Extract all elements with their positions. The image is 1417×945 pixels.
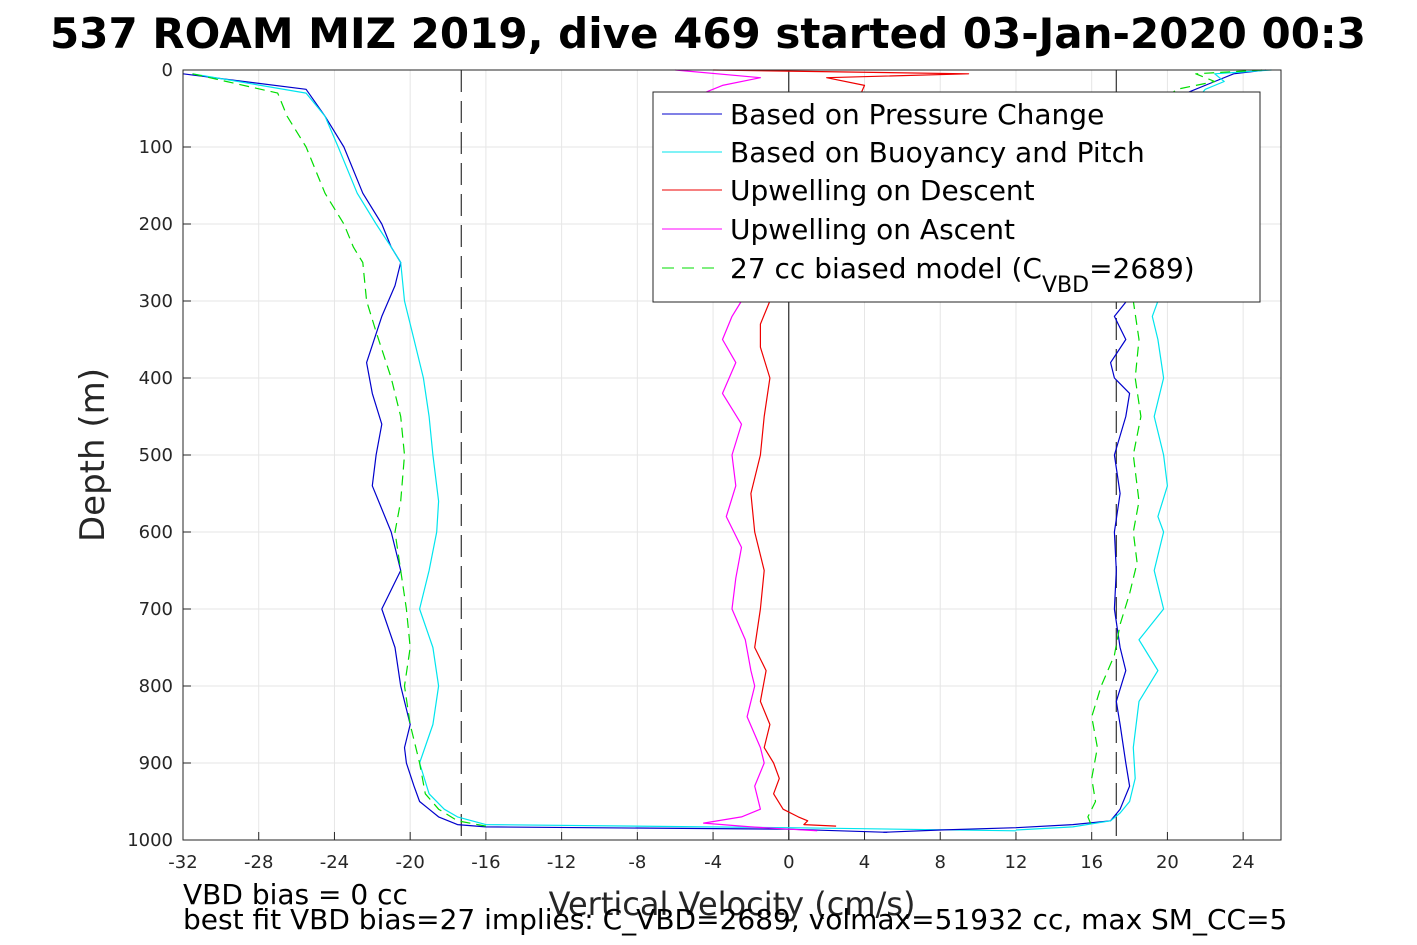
- legend-label-ascent: Upwelling on Ascent: [730, 213, 1015, 246]
- series-line-0: [182, 73, 888, 833]
- y-tick-label: 400: [139, 368, 173, 389]
- x-tick-label: -4: [704, 852, 722, 873]
- legend-label-model: 27 cc biased model (CVBD=2689): [730, 252, 1195, 298]
- footnote-best-fit: best fit VBD bias=27 implies: C_VBD=2689…: [183, 903, 1287, 936]
- series-line-2: [192, 73, 487, 827]
- y-tick-label: 900: [139, 753, 173, 774]
- x-tick-label: -20: [395, 852, 424, 873]
- chart-title: 537 ROAM MIZ 2019, dive 469 started 03-J…: [50, 9, 1366, 58]
- legend-label-model-suffix: =2689): [1089, 252, 1195, 285]
- y-tick-label: 500: [139, 445, 173, 466]
- y-tick-label: 1000: [127, 830, 173, 851]
- x-tick-label: 16: [1080, 852, 1103, 873]
- footnote-vbd-bias: VBD bias = 0 cc: [183, 878, 408, 911]
- x-tick-label: 0: [783, 852, 794, 873]
- x-axis-ticks: -32 -28 -24 -20 -16 -12 -8 -4 0 4 8 12 16 20 24: [168, 832, 1255, 873]
- y-tick-label: 100: [139, 137, 173, 158]
- y-tick-label: 800: [139, 676, 173, 697]
- y-tick-label: 600: [139, 522, 173, 543]
- x-tick-label: 4: [859, 852, 870, 873]
- x-tick-label: -12: [547, 852, 576, 873]
- x-tick-label: -16: [471, 852, 500, 873]
- series-line-1: [192, 73, 1017, 832]
- legend-label-model-prefix: 27 cc biased model (C: [730, 252, 1042, 285]
- legend-box: [652, 91, 1261, 303]
- x-tick-label: 12: [1005, 852, 1028, 873]
- legend-label-descent: Upwelling on Descent: [730, 174, 1035, 207]
- x-tick-label: 24: [1232, 852, 1255, 873]
- x-tick-label: -24: [320, 852, 349, 873]
- series-line-7: [675, 69, 818, 832]
- x-tick-label: -28: [244, 852, 273, 873]
- legend-label-buoyancy: Based on Buoyancy and Pitch: [730, 136, 1145, 169]
- x-tick-label: -32: [168, 852, 197, 873]
- legend-label-pressure: Based on Pressure Change: [730, 98, 1104, 131]
- x-axis-label: Vertical Velocity (cm/s): [549, 885, 916, 923]
- x-tick-label: 8: [935, 852, 946, 873]
- y-tick-label: 700: [139, 599, 173, 620]
- x-tick-label: -8: [628, 852, 646, 873]
- series-line-5: [1087, 69, 1263, 827]
- y-tick-label: 200: [139, 214, 173, 235]
- y-axis-ticks: 0 100 200 300 400 500 600 700 800 900 1000: [127, 60, 191, 851]
- legend-label-model-sub: VBD: [1042, 273, 1089, 298]
- series-line-6: [713, 69, 970, 827]
- y-tick-label: 0: [162, 60, 173, 81]
- x-tick-label: 20: [1156, 852, 1179, 873]
- y-tick-label: 300: [139, 291, 173, 312]
- y-axis-label: Depth (m): [73, 368, 113, 542]
- legend: Based on Pressure Change Based on Buoyan…: [652, 91, 1261, 303]
